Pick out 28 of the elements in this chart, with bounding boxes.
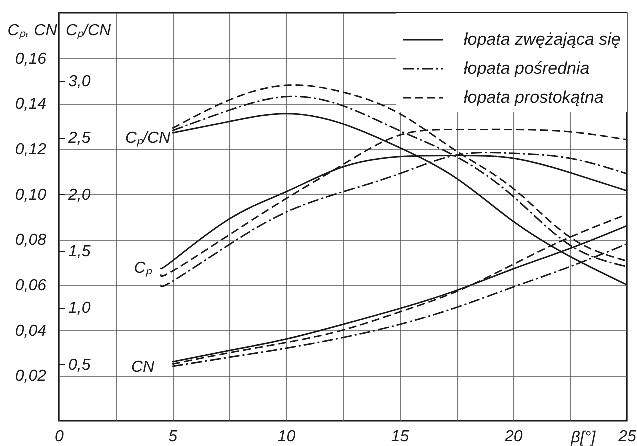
y-tick-label: 0,14 [15,96,47,114]
x-tick-label: 15 [391,428,410,446]
y-tick-label: 0,02 [15,368,47,386]
y-tick-label: 0,16 [15,50,47,68]
y-tick-label: 0,04 [15,322,47,340]
y-tick-label: 0,08 [15,232,47,250]
legend-label: łopata prostokątna [464,88,604,107]
y2-tick-label: 1,5 [68,244,91,260]
y-tick-label: 0,06 [15,278,47,294]
legend-label: łopata zwężająca się [464,30,621,49]
y2-tick-label: 0,5 [68,356,91,374]
x-tick-label: 0 [55,428,64,446]
annotation: Cₚ [134,260,153,277]
y-tick-label: 0,10 [15,186,47,204]
y-axis-title: Cₚ, CN [8,22,58,40]
y2-tick-label: 1,0 [68,300,91,318]
y-tick-label: 0,12 [15,142,47,158]
annotation: CN [131,359,155,376]
x-tick-label: 5 [168,428,178,446]
annotation: Cₚ/CN [125,130,171,147]
y2-axis-title: Cₚ/CN [66,22,112,40]
x-tick-label: 10 [278,428,296,446]
y2-tick-label: 2,5 [68,130,91,148]
y2-tick-label: 3,0 [68,74,91,90]
legend-label: łopata pośrednia [464,59,590,78]
x-axis-title: β[°] [570,430,596,446]
x-tick-label: 20 [504,428,523,446]
x-tick-label: 25 [618,428,636,446]
